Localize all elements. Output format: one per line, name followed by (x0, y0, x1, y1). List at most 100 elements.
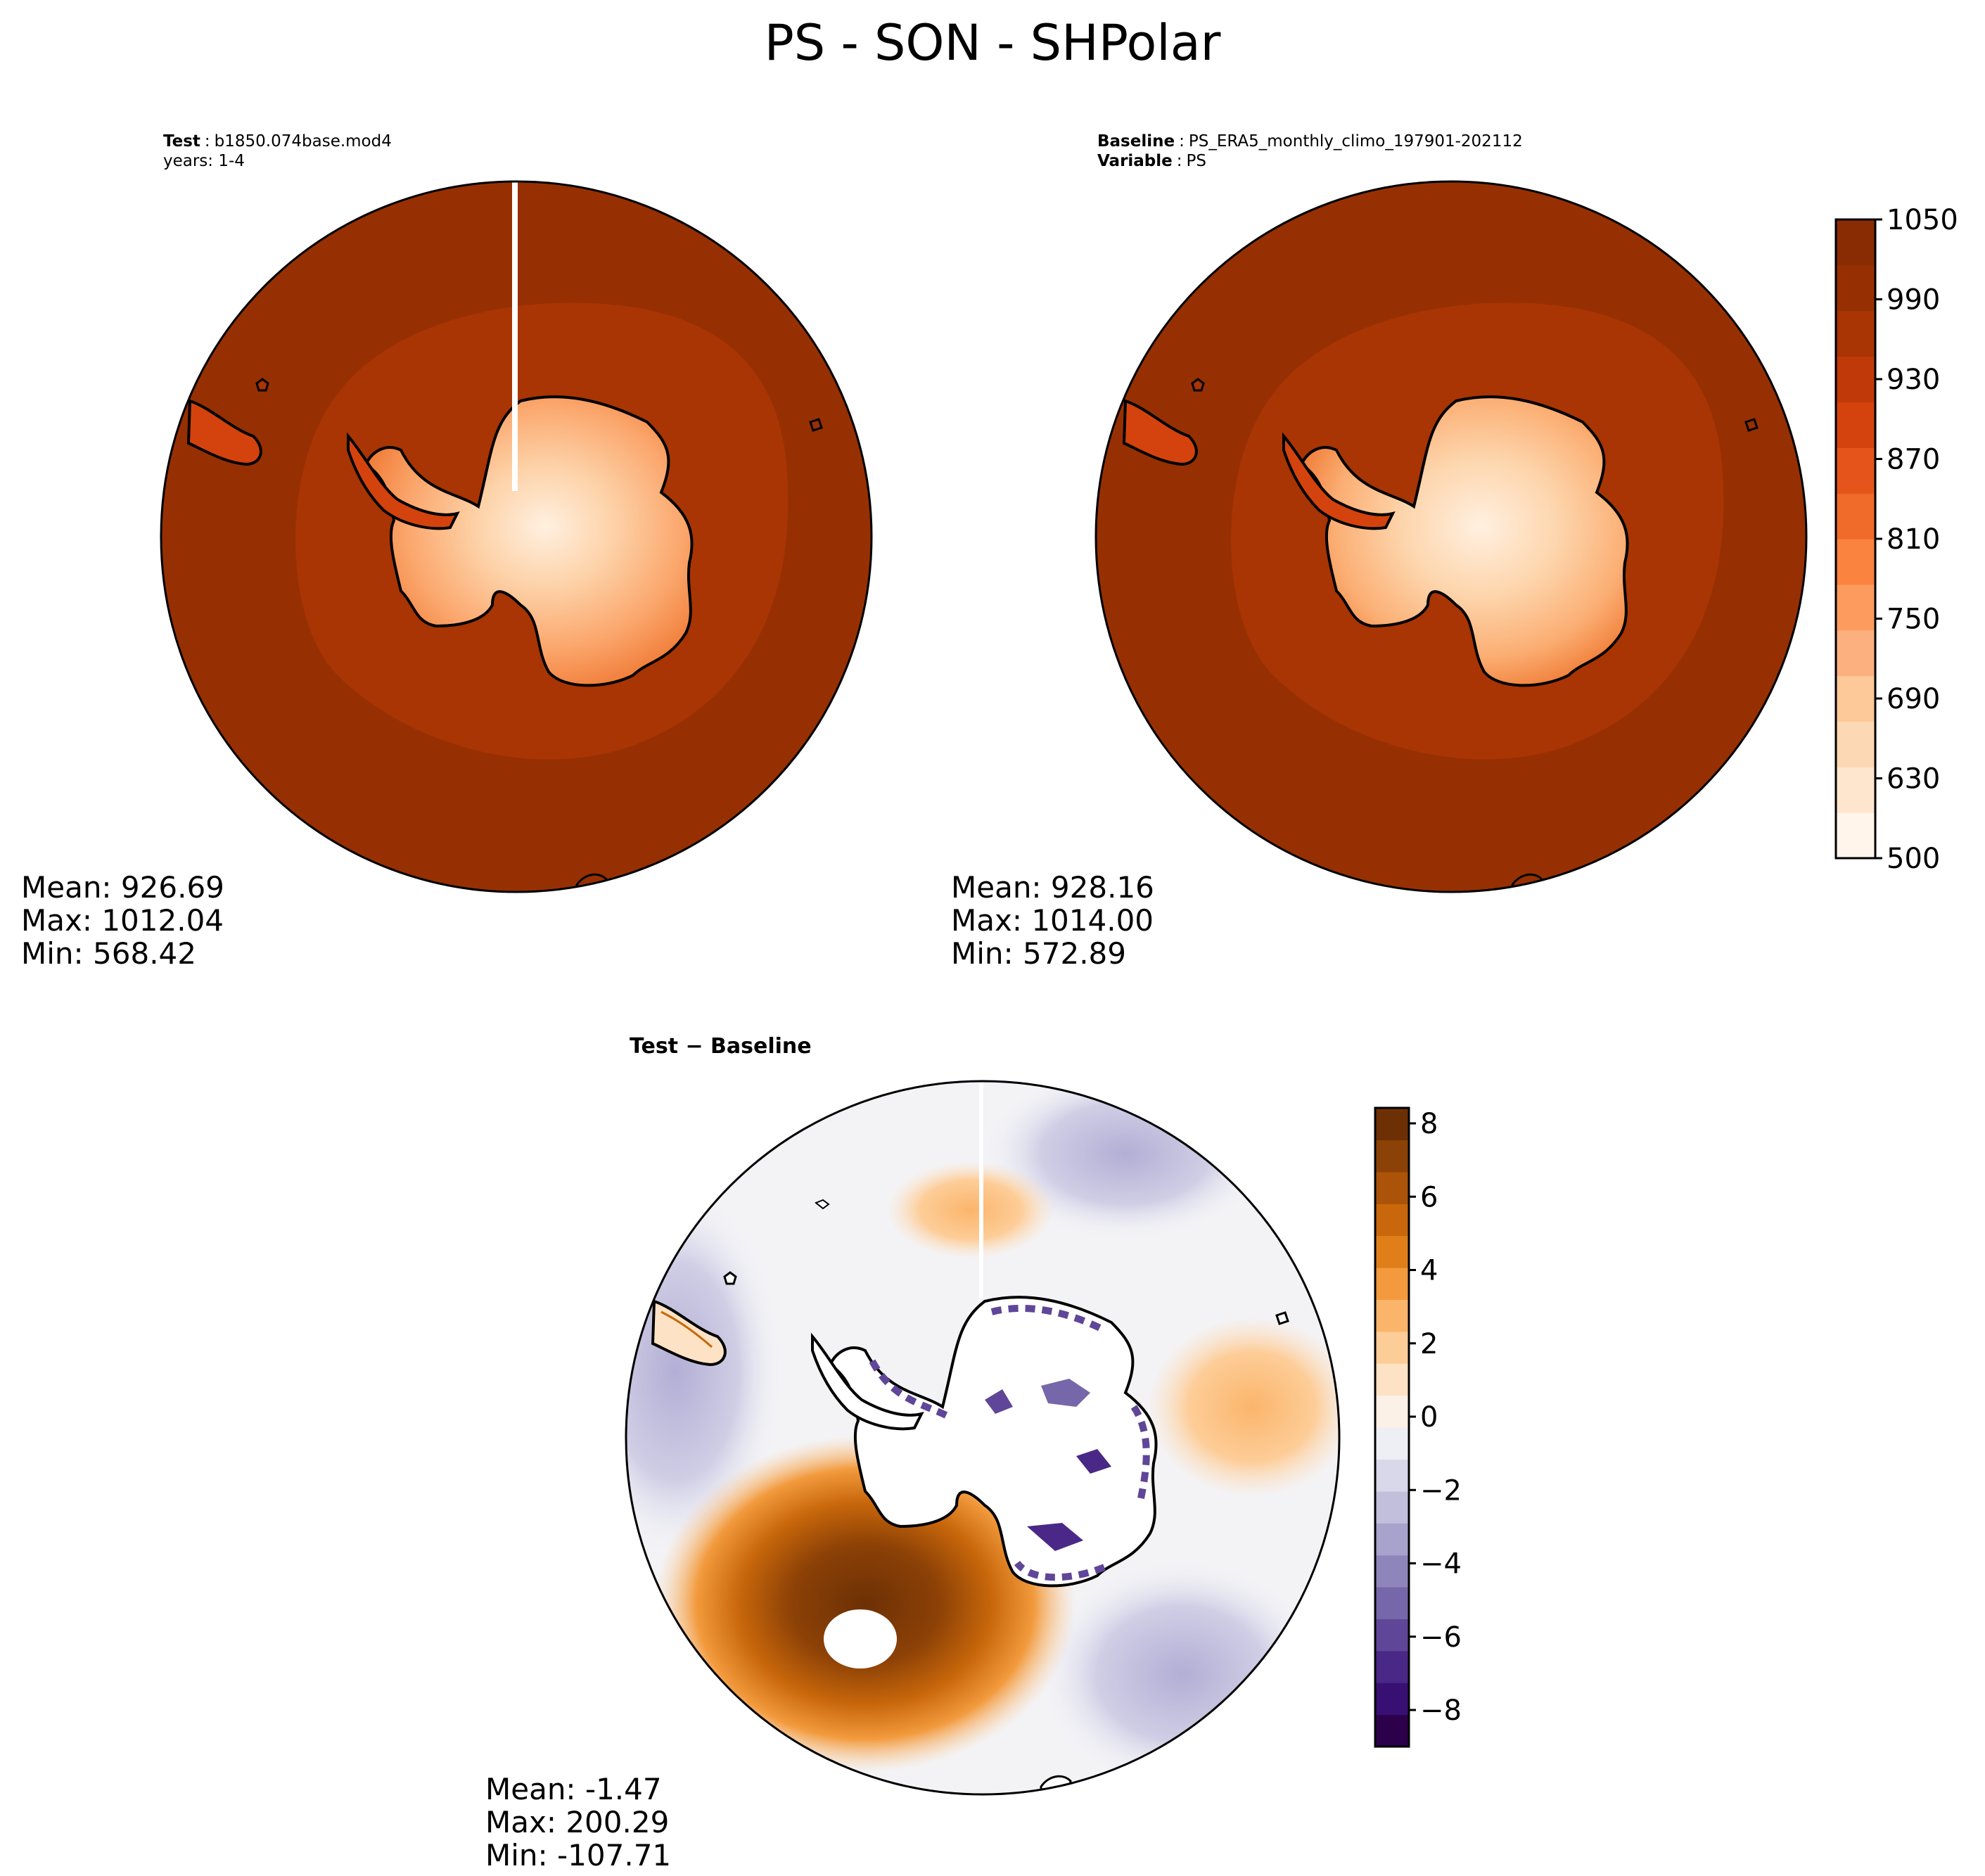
diff-stats-mean: Mean: -1.47 (485, 1772, 662, 1806)
baseline-stats-max: Max: 1014.00 (951, 903, 1154, 938)
diff-pos-small-north (886, 1161, 1055, 1259)
test-antarctica (364, 395, 694, 687)
baseline-peninsula (1282, 432, 1396, 530)
diff-saturated-spot (824, 1609, 897, 1668)
main-colorbar-tick-label: 990 (1887, 284, 1940, 317)
diff-colorbar-tick-label: 0 (1420, 1401, 1438, 1434)
main-colorbar-segment (1836, 493, 1875, 540)
diff-colorbar-segment (1375, 1714, 1409, 1747)
main-colorbar-tick-label: 1050 (1887, 204, 1958, 236)
diff-colorbar-segment (1375, 1268, 1409, 1300)
test-southamerica (186, 399, 262, 466)
test-label: Test: b1850.074base.mod4 (163, 132, 392, 151)
baseline-southamerica (1122, 399, 1198, 466)
main-colorbar-tick-label: 690 (1887, 683, 1940, 715)
diff-colorbar-segment (1375, 1171, 1409, 1204)
main-colorbar-ticks: 1050 990 930 870 810 750 690 630 500 (1875, 204, 1958, 875)
test-stats: Mean: 926.69 Max: 1012.04 Min: 568.42 (21, 871, 224, 970)
diff-colorbar-tick-label: 8 (1420, 1108, 1438, 1140)
main-colorbar: 1050 990 930 870 810 750 690 630 500 (1834, 204, 1958, 875)
diff-ice-negpatch1 (1041, 1379, 1090, 1407)
diff-neg-southeast (1041, 1562, 1322, 1787)
diff-colorbar-segments (1375, 1108, 1409, 1747)
diff-missing-strip (979, 1081, 983, 1298)
figure-title: PS - SON - SHPolar (764, 14, 1221, 72)
baseline-variable: Variable: PS (1097, 152, 1206, 170)
main-colorbar-segment (1836, 721, 1875, 767)
test-stats-max: Max: 1012.04 (21, 903, 224, 938)
diff-colorbar-segment (1375, 1555, 1409, 1588)
diff-colorbar-segment (1375, 1427, 1409, 1460)
test-map (160, 180, 873, 893)
main-colorbar-segment (1836, 356, 1875, 403)
diff-colorbar-tick-label: −6 (1420, 1621, 1462, 1654)
diff-colorbar-segment (1375, 1108, 1409, 1140)
diff-peninsula (811, 1332, 924, 1431)
main-colorbar-tick-label: 810 (1887, 523, 1940, 556)
main-colorbar-segment (1836, 264, 1875, 312)
main-colorbar-segment (1836, 310, 1875, 357)
baseline-variable-key: Variable (1097, 152, 1173, 170)
baseline-map (1094, 180, 1808, 893)
baseline-label-value: PS_ERA5_monthly_climo_197901-202112 (1189, 132, 1523, 151)
baseline-variable-value: PS (1187, 152, 1206, 170)
diff-colorbar-segment (1375, 1395, 1409, 1428)
diff-map (625, 1080, 1341, 1796)
diff-ice-negpatch2 (1076, 1449, 1111, 1474)
diff-stats-max: Max: 200.29 (485, 1805, 670, 1839)
main-colorbar-segment (1836, 219, 1875, 266)
test-stats-mean: Mean: 926.69 (21, 870, 224, 905)
diff-colorbar-segment (1375, 1331, 1409, 1364)
main-colorbar-tick-label: 930 (1887, 364, 1940, 396)
test-label-key: Test (163, 132, 200, 151)
main-colorbar-tick-label: 500 (1887, 843, 1940, 875)
main-colorbar-segment (1836, 402, 1875, 448)
main-colorbar-tick-label: 750 (1887, 604, 1940, 636)
baseline-antarctica (1299, 395, 1629, 687)
main-colorbar-segment (1836, 539, 1875, 585)
diff-colorbar-tick-label: 6 (1420, 1181, 1438, 1213)
main-colorbar-segment (1836, 584, 1875, 631)
test-label-value: b1850.074base.mod4 (215, 132, 392, 151)
test-years: years: 1-4 (163, 152, 245, 170)
diff-stats-min: Min: -107.71 (485, 1838, 672, 1872)
diff-title: Test − Baseline (630, 1034, 812, 1059)
diff-colorbar-segment (1375, 1683, 1409, 1716)
baseline-stats-min: Min: 572.89 (951, 936, 1126, 971)
main-colorbar-segment (1836, 675, 1875, 722)
diff-antarctica-negrim (869, 1304, 1150, 1581)
diff-colorbar-segment (1375, 1459, 1409, 1492)
diff-pos-east (1147, 1315, 1339, 1498)
main-colorbar-segment (1836, 447, 1875, 494)
diff-colorbar-ticks: 8 6 4 2 0 −2 −4 −6 −8 (1409, 1108, 1462, 1727)
diff-colorbar: 8 6 4 2 0 −2 −4 −6 −8 (1374, 1106, 1462, 1748)
diff-colorbar-tick-label: −8 (1420, 1695, 1462, 1727)
diff-pos-southwest (654, 1435, 1076, 1773)
diff-colorbar-segment (1375, 1140, 1409, 1173)
diff-colorbar-segment (1375, 1619, 1409, 1652)
main-colorbar-segment (1836, 812, 1875, 859)
diff-antarctica (828, 1296, 1158, 1588)
main-colorbar-tick-label: 630 (1887, 763, 1940, 796)
main-colorbar-segment (1836, 767, 1875, 813)
diff-colorbar-tick-label: 4 (1420, 1255, 1438, 1287)
main-colorbar-tick-label: 870 (1887, 444, 1940, 476)
diff-ice-negpatch4 (1027, 1523, 1083, 1551)
diff-colorbar-tick-label: −2 (1420, 1474, 1462, 1507)
diff-colorbar-segment (1375, 1299, 1409, 1332)
baseline-stats: Mean: 928.16 Max: 1014.00 Min: 572.89 (951, 871, 1154, 970)
test-peninsula (347, 432, 460, 530)
diff-colorbar-segment (1375, 1491, 1409, 1524)
baseline-label-key: Baseline (1097, 132, 1175, 151)
test-stats-min: Min: 568.42 (21, 936, 196, 971)
diff-colorbar-segment (1375, 1204, 1409, 1237)
diff-colorbar-tick-label: −4 (1420, 1548, 1462, 1581)
diff-colorbar-segment (1375, 1650, 1409, 1683)
diff-ice-negpatch3 (985, 1389, 1013, 1414)
baseline-label: Baseline: PS_ERA5_monthly_climo_197901-20… (1097, 132, 1523, 151)
diff-colorbar-segment (1375, 1363, 1409, 1396)
test-missing-strip (512, 181, 518, 491)
main-colorbar-segment (1836, 630, 1875, 677)
diff-colorbar-tick-label: 2 (1420, 1328, 1438, 1360)
